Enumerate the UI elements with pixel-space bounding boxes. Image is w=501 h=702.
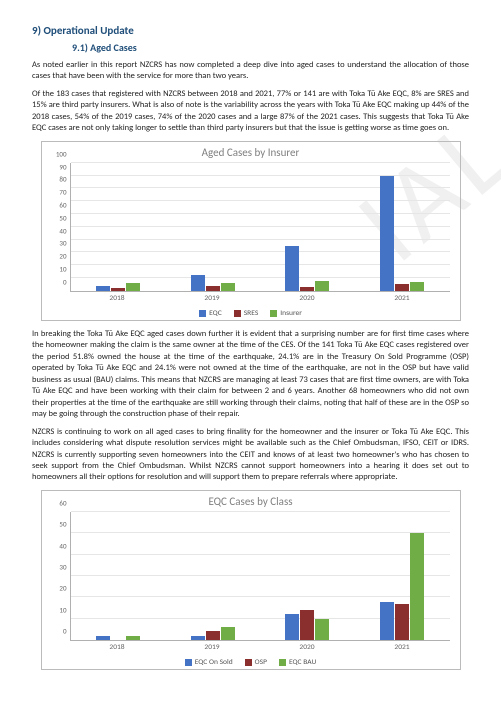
y-tick-label: 40 (51, 226, 67, 235)
chart-title: EQC Cases by Class (48, 495, 454, 508)
bars-row (71, 512, 450, 640)
legend-label: SRES (244, 309, 259, 318)
bar (410, 282, 424, 291)
y-tick-label: 0 (51, 626, 67, 635)
bar-group (71, 512, 166, 640)
x-tick-label: 2019 (165, 641, 260, 652)
y-tick-label: 90 (51, 162, 67, 171)
bar (380, 176, 394, 291)
chart-title: Aged Cases by Insurer (48, 146, 454, 159)
y-tick-label: 30 (51, 562, 67, 571)
bar-group (71, 163, 166, 291)
bar (111, 288, 125, 291)
legend-label: EQC BAU (289, 658, 316, 667)
legend-item: EQC (199, 309, 222, 318)
x-tick-label: 2019 (165, 292, 260, 303)
legend-swatch (270, 310, 277, 317)
y-tick-label: 10 (51, 265, 67, 274)
x-tick-label: 2021 (355, 641, 450, 652)
legend-item: EQC BAU (279, 658, 316, 667)
x-tick-label: 2020 (260, 292, 355, 303)
chart-eqc-cases-class: EQC Cases by Class0102030405060201820192… (41, 490, 461, 670)
paragraph: NZCRS is continuing to work on all aged … (32, 427, 469, 484)
legend-swatch (199, 310, 206, 317)
bar (300, 610, 314, 640)
bar (395, 284, 409, 290)
chart-plot: 0102030405060708090100 (70, 163, 450, 292)
y-tick-label: 10 (51, 605, 67, 614)
bar (315, 619, 329, 640)
y-tick-label: 40 (51, 541, 67, 550)
bar-group (165, 163, 260, 291)
y-tick-label: 50 (51, 213, 67, 222)
legend-item: Insurer (270, 309, 302, 318)
y-tick-label: 70 (51, 188, 67, 197)
x-tick-label: 2018 (70, 292, 165, 303)
y-tick-label: 20 (51, 584, 67, 593)
bar-group (355, 163, 450, 291)
bar (300, 287, 314, 291)
x-tick-label: 2020 (260, 641, 355, 652)
bar (285, 246, 299, 291)
x-tick-label: 2018 (70, 641, 165, 652)
paragraph: Of the 183 cases that registered with NZ… (32, 89, 469, 135)
legend-swatch (245, 659, 252, 666)
bar-group (260, 163, 355, 291)
bar-group (260, 512, 355, 640)
legend-swatch (234, 310, 241, 317)
y-tick-label: 30 (51, 239, 67, 248)
bar (285, 614, 299, 640)
legend-item: OSP (245, 658, 267, 667)
x-axis: 2018201920202021 (70, 641, 450, 652)
bar (206, 631, 220, 640)
y-tick-label: 50 (51, 520, 67, 529)
legend-label: OSP (255, 658, 267, 667)
paragraph: In breaking the Toka Tū Ake EQC aged cas… (32, 329, 469, 421)
x-tick-label: 2021 (355, 292, 450, 303)
paragraph: As noted earlier in this report NZCRS ha… (32, 60, 469, 83)
bar (191, 636, 205, 640)
legend-label: EQC On Sold (195, 658, 233, 667)
legend-swatch (185, 659, 192, 666)
bar (96, 286, 110, 291)
bar (96, 636, 110, 640)
bar (380, 602, 394, 640)
bars-row (71, 163, 450, 291)
y-tick-label: 60 (51, 201, 67, 210)
bar (126, 283, 140, 291)
section-heading: 9) Operational Update (32, 24, 469, 37)
y-tick-label: 80 (51, 175, 67, 184)
bar (126, 636, 140, 640)
bar (221, 627, 235, 640)
chart-aged-cases-insurer: Aged Cases by Insurer0102030405060708090… (41, 141, 461, 321)
legend-item: SRES (234, 309, 259, 318)
legend-swatch (279, 659, 286, 666)
y-tick-label: 60 (51, 498, 67, 507)
legend-label: EQC (209, 309, 222, 318)
bar (410, 533, 424, 640)
bar-group (355, 512, 450, 640)
legend: EQC On Sold OSP EQC BAU (48, 658, 454, 667)
y-tick-label: 0 (51, 277, 67, 286)
x-axis: 2018201920202021 (70, 292, 450, 303)
y-tick-label: 20 (51, 252, 67, 261)
chart-plot: 0102030405060 (70, 512, 450, 641)
bar (191, 275, 205, 290)
legend-item: EQC On Sold (185, 658, 233, 667)
bar (206, 286, 220, 291)
bar-group (165, 512, 260, 640)
bar (395, 604, 409, 640)
y-tick-label: 100 (51, 149, 67, 158)
subsection-heading: 9.1) Aged Cases (72, 41, 469, 54)
bar (315, 281, 329, 291)
legend-label: Insurer (280, 309, 302, 318)
legend: EQC SRES Insurer (48, 309, 454, 318)
bar (221, 283, 235, 291)
